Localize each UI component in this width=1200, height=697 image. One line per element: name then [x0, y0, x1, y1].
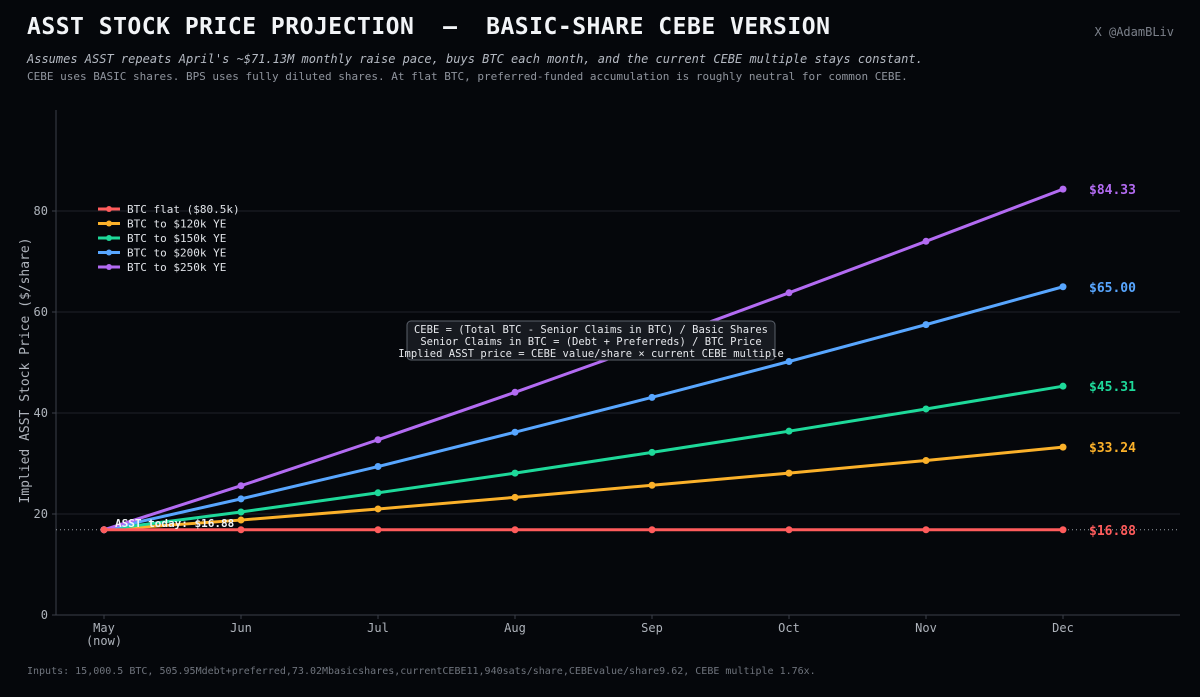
- series-line: [103, 445, 1064, 532]
- x-tick-label: Jul: [367, 621, 389, 635]
- y-axis-label: Implied ASST Stock Price ($/share): [18, 237, 33, 503]
- legend-marker: [106, 264, 112, 270]
- data-point: [237, 526, 245, 534]
- data-point: [785, 357, 793, 365]
- chart-subtitle: Assumes ASST repeats April's ~$71.13M mo…: [27, 52, 923, 66]
- legend-marker: [106, 235, 112, 241]
- x-tick-label: Sep: [641, 621, 663, 635]
- data-point: [511, 493, 519, 501]
- data-point: [374, 436, 382, 444]
- data-point: [237, 482, 245, 490]
- data-point: [374, 463, 382, 471]
- x-tick-label: Oct: [778, 621, 800, 635]
- author-handle: X @AdamBLiv: [1094, 25, 1174, 39]
- legend-label: BTC to $120k YE: [127, 218, 226, 231]
- formula-line: CEBE = (Total BTC - Senior Claims in BTC…: [414, 324, 768, 336]
- data-point: [648, 448, 656, 456]
- end-value-label: $16.88: [1089, 524, 1136, 539]
- data-point: [511, 526, 519, 534]
- data-point: [1059, 283, 1067, 291]
- data-point: [100, 526, 108, 534]
- x-tick-label: Jun: [230, 621, 252, 635]
- x-tick-label: Aug: [504, 621, 526, 635]
- data-point: [237, 508, 245, 516]
- legend-label: BTC to $150k YE: [127, 232, 226, 245]
- x-tick-label: May: [93, 621, 115, 635]
- y-tick-label: 40: [34, 406, 48, 420]
- formula-box: [406, 320, 776, 361]
- y-tick-label: 20: [34, 507, 48, 521]
- y-tick-label: 0: [41, 608, 48, 622]
- data-point: [922, 405, 930, 413]
- legend-marker: [106, 249, 112, 256]
- legend-label: BTC flat ($80.5k): [127, 203, 240, 216]
- data-point: [785, 469, 793, 477]
- formula-line: Senior Claims in BTC = (Debt + Preferred…: [420, 336, 761, 348]
- data-point: [922, 321, 930, 329]
- data-point: [785, 427, 793, 435]
- data-point: [922, 237, 930, 245]
- data-point: [648, 481, 656, 489]
- data-point: [648, 393, 656, 401]
- data-point: [922, 456, 930, 464]
- data-point: [511, 469, 519, 477]
- data-point: [511, 388, 519, 396]
- legend-marker: [106, 206, 112, 212]
- legend-label: BTC to $250k YE: [127, 261, 226, 274]
- x-tick-label: (now): [86, 634, 122, 648]
- data-point: [237, 495, 245, 503]
- data-point: [1059, 382, 1067, 390]
- series-line: [103, 187, 1064, 532]
- data-point: [1059, 443, 1067, 451]
- end-value-label: $45.31: [1089, 380, 1136, 395]
- end-value-label: $65.00: [1089, 281, 1136, 296]
- series-line: [103, 384, 1064, 532]
- data-point: [511, 428, 519, 436]
- today-price-label: ASST today: $16.88: [115, 517, 234, 530]
- data-point: [1059, 185, 1067, 193]
- formula-line: Implied ASST price = CEBE value/share × …: [398, 348, 784, 360]
- x-tick-label: Nov: [915, 621, 937, 635]
- x-tick-label: Dec: [1052, 621, 1074, 635]
- data-point: [374, 505, 382, 513]
- chart-title: ASST STOCK PRICE PROJECTION — BASIC-SHAR…: [27, 14, 831, 40]
- end-value-label: $33.24: [1089, 441, 1136, 456]
- data-point: [237, 516, 245, 524]
- data-point: [648, 526, 656, 534]
- data-point: [1059, 526, 1067, 534]
- chart-note: CEBE uses BASIC shares. BPS uses fully d…: [27, 70, 908, 83]
- inputs-footnote: Inputs: 15,000.5 BTC, 505.95Mdebt+prefer…: [27, 666, 816, 677]
- legend-label: BTC to $200k YE: [127, 247, 226, 260]
- series-line: [103, 285, 1064, 532]
- y-tick-label: 80: [34, 204, 48, 218]
- data-point: [785, 289, 793, 297]
- legend-marker: [106, 220, 112, 227]
- y-tick-label: 60: [34, 305, 48, 319]
- end-value-label: $84.33: [1089, 183, 1136, 198]
- data-point: [374, 526, 382, 534]
- data-point: [374, 489, 382, 497]
- data-point: [922, 526, 930, 534]
- data-point: [785, 526, 793, 534]
